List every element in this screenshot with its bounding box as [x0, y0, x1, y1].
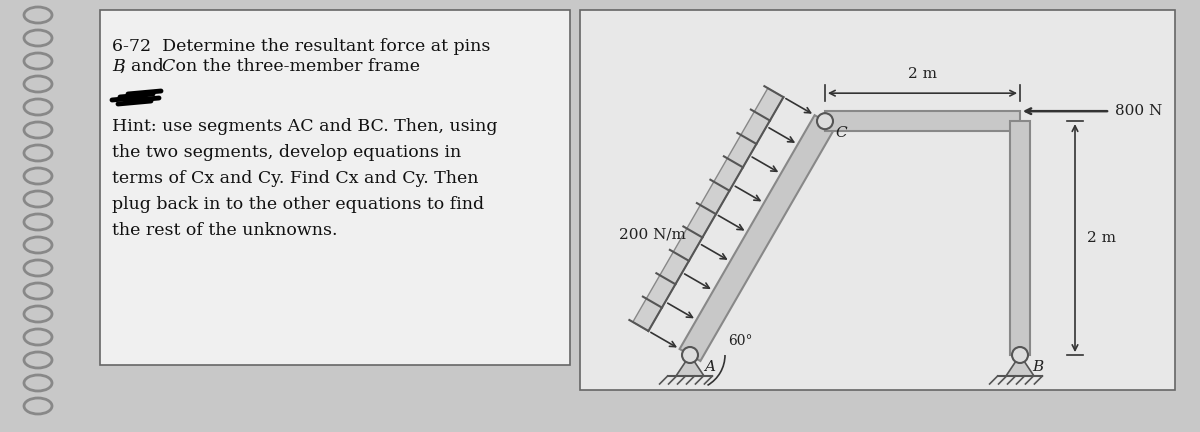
Text: the rest of the unknowns.: the rest of the unknowns.: [112, 222, 337, 239]
Text: B: B: [112, 58, 125, 75]
Polygon shape: [1006, 355, 1034, 376]
Bar: [100, 10, 570, 365]
Text: C: C: [161, 58, 174, 75]
Text: 6-72  Determine the resultant force at pins: 6-72 Determine the resultant force at pi…: [112, 38, 496, 55]
Text: 60°: 60°: [728, 334, 752, 348]
Polygon shape: [679, 115, 835, 361]
Text: plug back in to the other equations to find: plug back in to the other equations to f…: [112, 196, 484, 213]
Text: 2 m: 2 m: [1087, 231, 1116, 245]
Text: the two segments, develop equations in: the two segments, develop equations in: [112, 144, 461, 161]
Text: 200 N/m: 200 N/m: [619, 227, 685, 241]
Text: B: B: [1032, 360, 1043, 374]
Circle shape: [1012, 347, 1028, 363]
Bar: [580, 10, 1175, 390]
Polygon shape: [632, 88, 784, 331]
Polygon shape: [1010, 121, 1030, 355]
Text: A: A: [704, 360, 715, 374]
Text: 2 m: 2 m: [908, 67, 937, 81]
Circle shape: [682, 347, 698, 363]
Text: C: C: [835, 126, 847, 140]
Text: on the three-member frame: on the three-member frame: [170, 58, 420, 75]
Polygon shape: [676, 355, 704, 376]
Text: 800 N: 800 N: [1115, 104, 1163, 118]
Circle shape: [817, 113, 833, 129]
Text: , and: , and: [120, 58, 169, 75]
Text: Hint: use segments AC and BC. Then, using: Hint: use segments AC and BC. Then, usin…: [112, 118, 498, 135]
Polygon shape: [826, 111, 1020, 131]
Text: terms of Cx and Cy. Find Cx and Cy. Then: terms of Cx and Cy. Find Cx and Cy. Then: [112, 170, 479, 187]
